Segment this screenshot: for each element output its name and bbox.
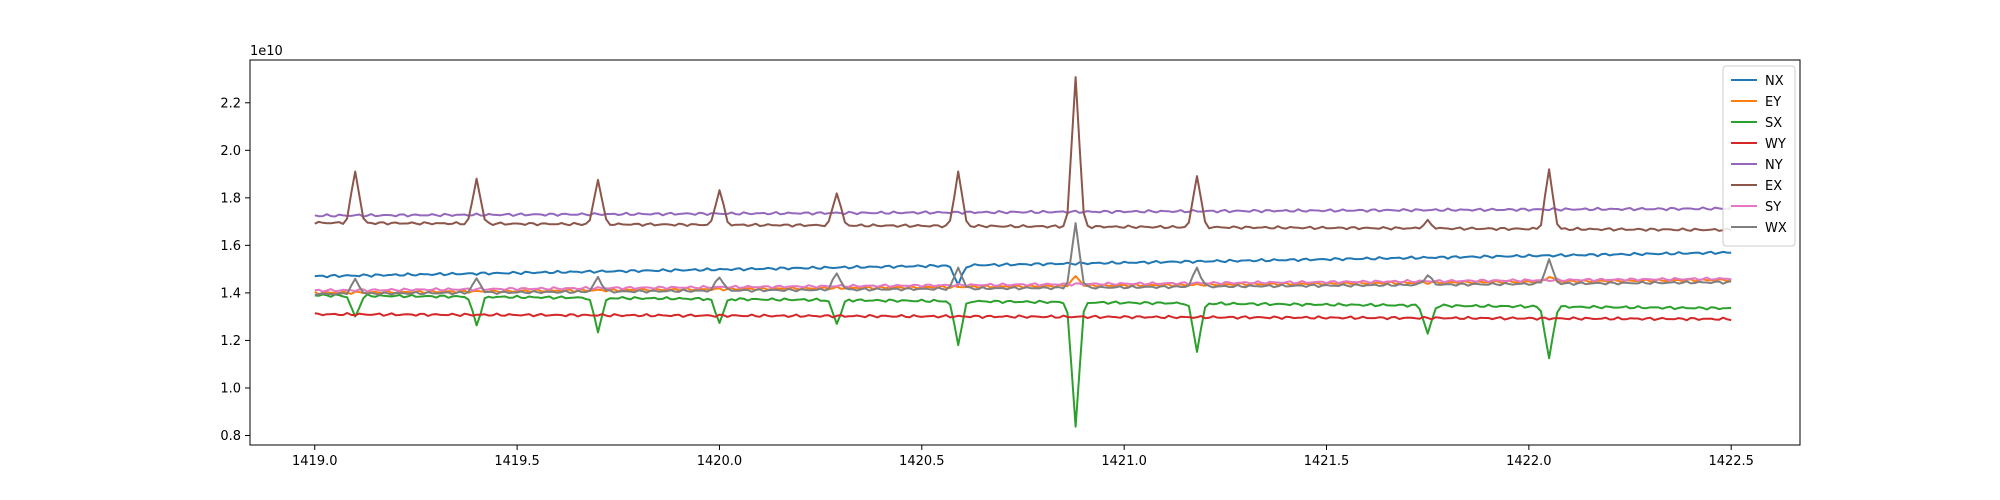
legend-label: SY bbox=[1765, 200, 1781, 215]
legend-label: SX bbox=[1765, 116, 1782, 131]
y-axis: 0.8 1.0 1.2 1.4 1.6 1.8 2.0 2.2 bbox=[220, 96, 250, 444]
y-tick-label: 1.6 bbox=[220, 239, 241, 254]
x-tick-label: 1419.0 bbox=[292, 454, 338, 469]
series-line-wx bbox=[314, 222, 1732, 296]
plot-lines bbox=[314, 76, 1732, 428]
series-line-sx bbox=[314, 293, 1732, 428]
y-offset-label: 1e10 bbox=[250, 44, 283, 59]
y-tick-label: 1.4 bbox=[220, 286, 241, 301]
x-tick-label: 1421.5 bbox=[1304, 454, 1350, 469]
legend-label: NX bbox=[1765, 74, 1784, 89]
legend-label: WY bbox=[1765, 137, 1786, 152]
x-tick-label: 1421.0 bbox=[1101, 454, 1147, 469]
legend-box bbox=[1722, 65, 1796, 247]
y-tick-label: 1.8 bbox=[220, 191, 241, 206]
x-tick-label: 1420.5 bbox=[899, 454, 945, 469]
legend-label: NY bbox=[1765, 158, 1783, 173]
plot-frame bbox=[249, 59, 1801, 446]
series-line-sy bbox=[314, 276, 1732, 293]
legend: NX EY SX WY NY EX SY WX bbox=[1722, 65, 1796, 247]
y-tick-label: 1.0 bbox=[220, 381, 241, 396]
series-line-ny bbox=[314, 206, 1732, 218]
x-tick-label: 1422.0 bbox=[1506, 454, 1552, 469]
series-line-ex bbox=[314, 76, 1732, 232]
x-tick-label: 1419.5 bbox=[494, 454, 540, 469]
y-tick-label: 2.2 bbox=[220, 96, 241, 111]
x-axis: 1419.0 1419.5 1420.0 1420.5 1421.0 1421.5 1422… bbox=[292, 445, 1754, 469]
y-tick-label: 2.0 bbox=[220, 144, 241, 159]
x-tick-label: 1422.5 bbox=[1708, 454, 1754, 469]
legend-label: WX bbox=[1765, 221, 1787, 236]
y-tick-label: 1.2 bbox=[220, 334, 241, 349]
series-line-nx bbox=[314, 250, 1732, 286]
x-tick-label: 1420.0 bbox=[697, 454, 743, 469]
legend-label: EY bbox=[1765, 95, 1781, 110]
series-line-wy bbox=[314, 312, 1732, 322]
y-tick-label: 0.8 bbox=[220, 429, 241, 444]
legend-label: EX bbox=[1765, 179, 1782, 194]
